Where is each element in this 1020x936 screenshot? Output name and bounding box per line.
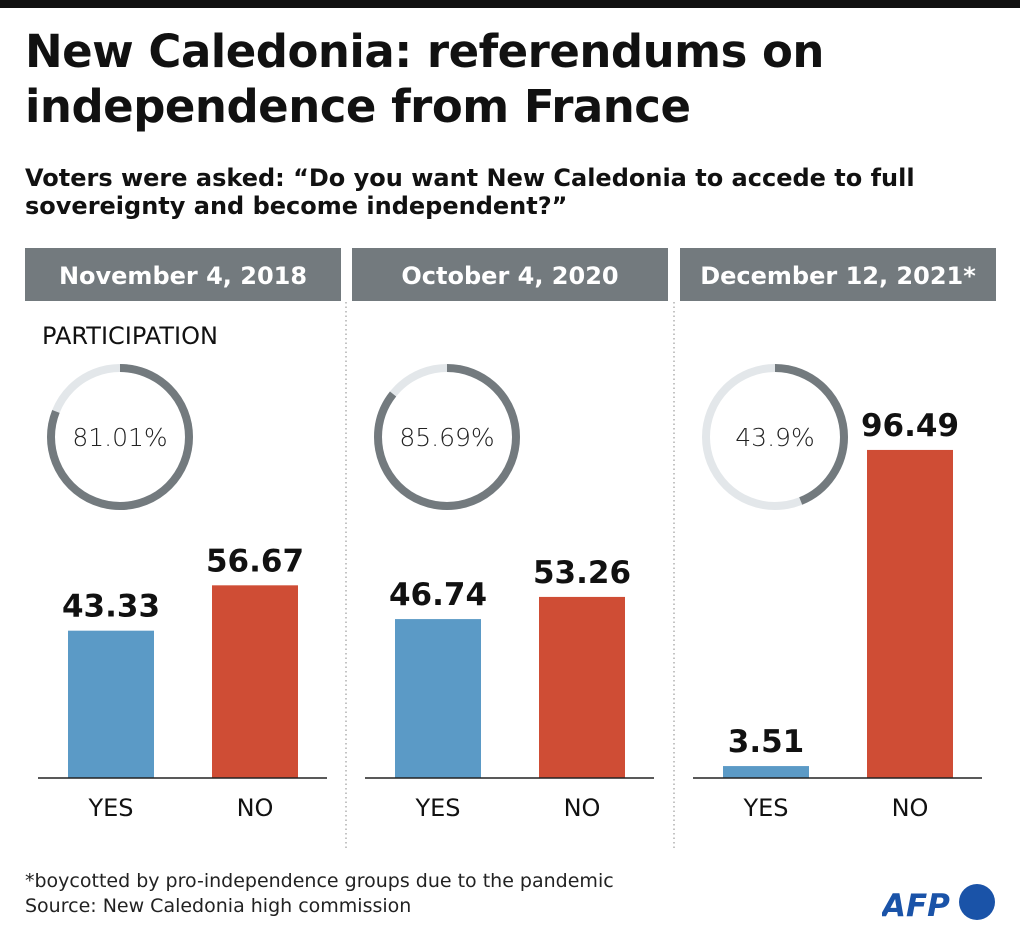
bar-value-label: 46.74 — [389, 577, 487, 613]
bar-no — [539, 596, 625, 778]
panel-header — [352, 248, 668, 301]
category-label: YES — [742, 794, 788, 822]
bar-yes — [68, 630, 154, 778]
bar-value-label: 3.51 — [728, 724, 805, 760]
panel-header-date: November 4, 2018 — [59, 262, 307, 290]
bar-value-label: 53.26 — [533, 555, 631, 591]
panel-header — [680, 248, 996, 301]
participation-ring-fill — [47, 364, 193, 510]
panel-header-date: October 4, 2020 — [401, 262, 618, 290]
category-label: NO — [237, 794, 274, 822]
bar-no — [212, 585, 298, 778]
panel-header — [25, 248, 341, 301]
panel-header-date: December 12, 2021* — [700, 262, 976, 290]
chart-title: New Caledonia: referendums on independen… — [25, 25, 824, 133]
footnote: *boycotted by pro-independence groups du… — [25, 870, 614, 892]
category-label: YES — [87, 794, 133, 822]
bar-no — [867, 449, 953, 778]
category-label: NO — [892, 794, 929, 822]
chart-subtitle: Voters were asked: “Do you want New Cale… — [25, 164, 915, 220]
participation-value: 43.9% — [735, 423, 814, 452]
bar-yes — [723, 766, 809, 778]
afp-logo: AFP — [882, 884, 995, 924]
top-rule — [0, 0, 1020, 8]
participation-label: PARTICIPATION — [42, 322, 218, 350]
participation-value: 81.01% — [72, 423, 167, 452]
participation-value: 85.69% — [399, 423, 494, 452]
participation-ring-fill — [702, 364, 848, 510]
bar-value-label: 96.49 — [861, 408, 959, 444]
bar-yes — [395, 619, 481, 778]
participation-ring-fill — [374, 364, 520, 510]
svg-text:AFP: AFP — [882, 888, 950, 924]
bar-value-label: 43.33 — [62, 589, 160, 625]
source-note: Source: New Caledonia high commission — [25, 895, 412, 917]
category-label: NO — [564, 794, 601, 822]
bar-value-label: 56.67 — [206, 543, 304, 579]
category-label: YES — [414, 794, 460, 822]
